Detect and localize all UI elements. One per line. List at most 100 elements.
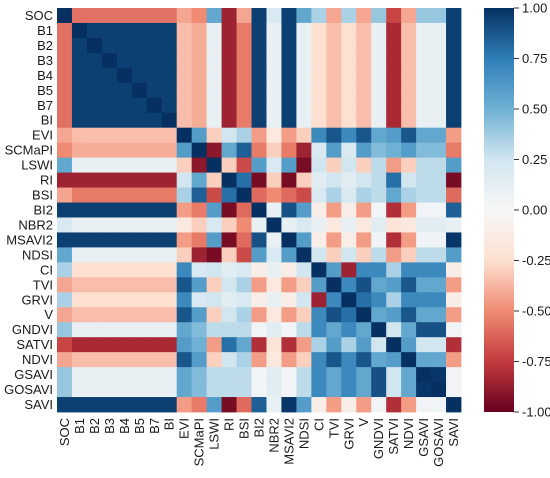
- heatmap-cell: [191, 112, 208, 129]
- heatmap-cell: [431, 292, 447, 308]
- heatmap-cell: [356, 82, 372, 99]
- heatmap-cell: [116, 382, 133, 398]
- heatmap-cell: [251, 202, 267, 218]
- heatmap-cell: [71, 22, 88, 39]
- heatmap-cell: [281, 232, 297, 248]
- heatmap-cell: [131, 187, 148, 203]
- heatmap-cell: [101, 112, 118, 129]
- heatmap-cell: [116, 187, 133, 203]
- heatmap-cell: [356, 397, 372, 413]
- heatmap-cell: [176, 307, 193, 323]
- row-label: SAVI: [24, 397, 53, 412]
- heatmap-cell: [446, 292, 462, 308]
- heatmap-cell: [371, 397, 387, 413]
- heatmap-cell: [401, 67, 417, 84]
- heatmap-cell: [356, 127, 372, 144]
- column-label: CI: [311, 418, 326, 431]
- heatmap-cell: [116, 397, 133, 413]
- heatmap-cell: [326, 247, 342, 263]
- heatmap-cell: [446, 142, 462, 159]
- heatmap-cell: [386, 367, 402, 383]
- heatmap-cell: [386, 8, 402, 24]
- heatmap-cell: [236, 172, 252, 188]
- heatmap-cell: [296, 127, 312, 144]
- column-label: B1: [72, 418, 87, 434]
- heatmap-cell: [386, 172, 402, 188]
- heatmap-cell: [131, 262, 148, 278]
- heatmap-cell: [146, 202, 163, 218]
- heatmap-cell: [416, 97, 432, 114]
- heatmap-cell: [71, 112, 88, 129]
- colorbar-tick-label: -1.00: [522, 405, 550, 420]
- heatmap-cell: [371, 8, 387, 24]
- heatmap-cell: [401, 322, 417, 338]
- heatmap-cell: [86, 8, 103, 24]
- heatmap-cell: [176, 217, 193, 233]
- heatmap-cell: [57, 322, 73, 338]
- heatmap-cell: [386, 97, 402, 114]
- heatmap-cell: [191, 22, 208, 39]
- heatmap-cell: [326, 8, 342, 24]
- heatmap-cell: [386, 277, 402, 293]
- heatmap-cell: [236, 202, 252, 218]
- heatmap-cell: [146, 22, 163, 39]
- heatmap-cell: [221, 307, 237, 323]
- heatmap-cell: [161, 187, 178, 203]
- colorbar-tick-label: 0.50: [522, 102, 547, 117]
- heatmap-cell: [371, 187, 387, 203]
- heatmap-cell: [57, 397, 73, 413]
- heatmap-cell: [341, 52, 357, 69]
- heatmap-cell: [191, 217, 208, 233]
- heatmap-cell: [341, 322, 357, 338]
- heatmap-cell: [206, 307, 222, 323]
- heatmap-cell: [221, 232, 237, 248]
- heatmap-cell: [101, 322, 118, 338]
- heatmap-cell: [311, 382, 327, 398]
- heatmap-cell: [416, 22, 432, 39]
- heatmap-cell: [71, 37, 88, 54]
- heatmap-cell: [221, 67, 237, 84]
- heatmap-cell: [266, 367, 282, 383]
- heatmap-cell: [86, 322, 103, 338]
- heatmap-cell: [161, 217, 178, 233]
- heatmap-cell: [446, 157, 462, 173]
- heatmap-cell: [101, 142, 118, 159]
- heatmap-cell: [281, 262, 297, 278]
- heatmap-cell: [281, 112, 297, 129]
- heatmap-cell: [356, 8, 372, 24]
- heatmap-cell: [401, 247, 417, 263]
- heatmap-cell: [221, 202, 237, 218]
- heatmap-cell: [296, 82, 312, 99]
- heatmap-cell: [206, 22, 222, 39]
- heatmap-cell: [101, 52, 118, 69]
- heatmap-cell: [161, 367, 178, 383]
- heatmap-cell: [131, 142, 148, 159]
- heatmap-cell: [281, 8, 297, 24]
- heatmap-cell: [176, 67, 193, 84]
- heatmap-cell: [101, 172, 118, 188]
- heatmap-cell: [296, 22, 312, 39]
- heatmap-cell: [431, 307, 447, 323]
- heatmap-cell: [57, 247, 73, 263]
- heatmap-cell: [116, 232, 133, 248]
- heatmap-cell: [236, 307, 252, 323]
- heatmap-cell: [386, 52, 402, 69]
- heatmap-cell: [251, 157, 267, 173]
- heatmap-cell: [431, 82, 447, 99]
- heatmap-cell: [386, 382, 402, 398]
- heatmap-cell: [296, 67, 312, 84]
- heatmap-cell: [206, 97, 222, 114]
- heatmap-cell: [416, 277, 432, 293]
- heatmap-cell: [326, 112, 342, 129]
- heatmap-cell: [221, 187, 237, 203]
- heatmap-cell: [57, 67, 73, 84]
- heatmap-cell: [251, 262, 267, 278]
- heatmap-cell: [311, 202, 327, 218]
- colorbar: [484, 8, 514, 412]
- heatmap-cell: [416, 187, 432, 203]
- heatmap-cell: [71, 67, 88, 84]
- heatmap-cell: [401, 367, 417, 383]
- heatmap-cell: [71, 352, 88, 368]
- heatmap-cell: [296, 52, 312, 69]
- heatmap-cell: [86, 262, 103, 278]
